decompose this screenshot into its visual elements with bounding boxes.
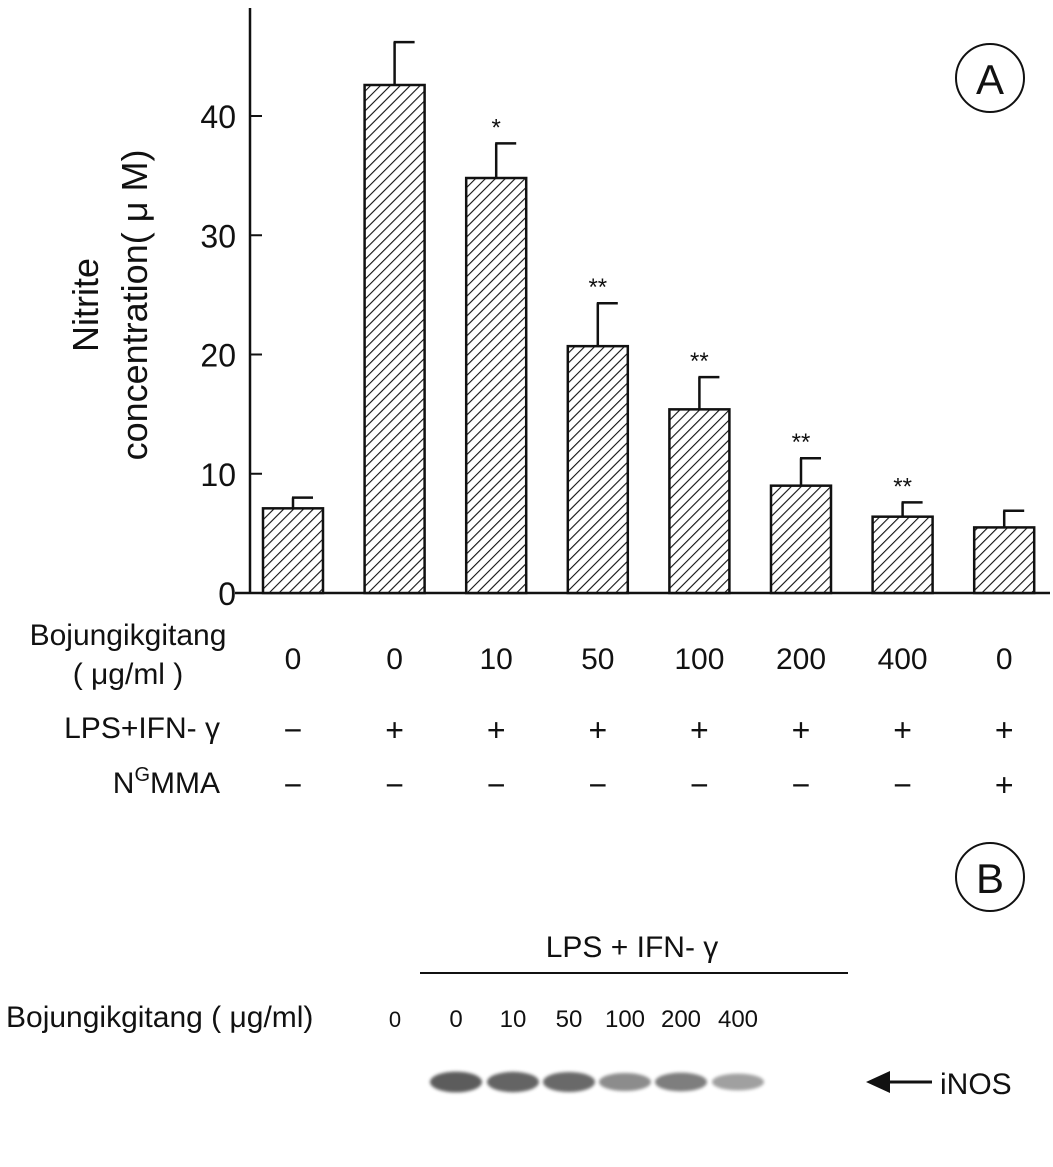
dose-value: 0 [386,643,403,676]
ngmma-sign: + [995,767,1014,803]
bar [363,83,426,595]
lps-ifn-sign: + [690,712,709,748]
lps-ifn-sign: + [893,712,912,748]
ngmma-sign: − [588,767,607,803]
y-axis-title-line2: concentration( μ M) [114,150,155,461]
ngmma-sign: − [385,767,404,803]
inos-band [430,1071,482,1093]
ngmma-sign: − [893,767,912,803]
blot-row-label: Bojungikgitang ( μg/ml) [6,1001,313,1034]
bar [871,515,934,595]
bar [566,344,630,595]
dose-value: 10 [480,643,513,676]
lane-dose: 100 [605,1006,645,1033]
panel-b-label: B [976,855,1004,902]
significance-marker: * [492,114,501,141]
dose-value: 0 [996,643,1013,676]
y-axis-title-line1: Nitrite [65,258,106,352]
bar [972,526,1036,595]
y-tick-label: 0 [218,576,236,612]
bar [668,408,731,595]
ngmma-sign: − [284,767,303,803]
inos-band [712,1073,764,1091]
ngmma-row-label: NGMMA [113,764,220,800]
treatment-group-label: LPS + IFN- γ [546,931,719,964]
lps-ifn-sign: + [487,712,506,748]
significance-marker: ** [893,473,912,500]
lane-dose: 0 [449,1006,462,1033]
panel-b-label-circle [955,842,1025,912]
dose-row-label-line2: ( μg/ml ) [73,658,184,691]
inos-band [487,1071,539,1093]
bar [464,176,528,595]
inos-band [599,1073,651,1091]
condition-rows: 0 0 10 50 100 200 400 0 − + + + + + + + − − − − − − − + [284,643,1014,803]
lps-row-label: LPS+IFN- γ [64,712,220,745]
y-tick-label: 40 [200,99,236,135]
ngmma-rest: MMA [150,767,220,800]
y-tick-label: 10 [200,457,236,493]
lane-dose: 400 [718,1006,758,1033]
bars: ********* [261,40,1036,595]
dose-value: 200 [776,643,826,676]
inos-label: iNOS [940,1068,1012,1101]
inos-band [543,1072,595,1092]
dose-row-label-line1: Bojungikgitang [30,619,227,652]
dose-value: 0 [285,643,302,676]
significance-marker: ** [690,348,709,375]
dose-value: 100 [674,643,724,676]
panel-a-label-circle [955,43,1025,113]
ngmma-sign: − [487,767,506,803]
lane-dose: 0 [389,1007,401,1032]
dose-value: 50 [581,643,614,676]
lps-ifn-sign: − [284,712,303,748]
bar [261,507,325,595]
dose-value: 400 [878,643,928,676]
panel-a-label: A [976,56,1004,103]
inos-band [655,1072,707,1092]
lps-ifn-sign: + [792,712,811,748]
y-tick-label: 30 [200,218,236,254]
significance-marker: ** [792,429,811,456]
arrow-head [866,1071,890,1093]
lps-ifn-sign: + [588,712,607,748]
lps-ifn-sign: + [385,712,404,748]
lane-dose: 200 [661,1006,701,1033]
ngmma-base: N [113,767,135,800]
panel-a: A Nitrite concentration( μ M) 010203040 … [30,8,1050,803]
panel-b: B LPS + IFN- γ Bojungikgitang ( μg/ml) 0… [6,842,1025,1101]
bar [769,484,833,595]
ngmma-sign: − [792,767,811,803]
y-axis-title: Nitrite concentration( μ M) [65,150,155,461]
significance-marker: ** [588,274,607,301]
ngmma-sign: − [690,767,709,803]
blot-lanes: 0 0 10 50 100 200 400 [389,1006,764,1093]
ngmma-sup: G [134,764,150,786]
lane-dose: 10 [500,1006,527,1033]
lps-ifn-sign: + [995,712,1014,748]
y-tick-label: 20 [200,338,236,374]
y-axis-ticks: 0 10 20 30 40 [200,99,262,612]
lane-dose: 50 [556,1006,583,1033]
